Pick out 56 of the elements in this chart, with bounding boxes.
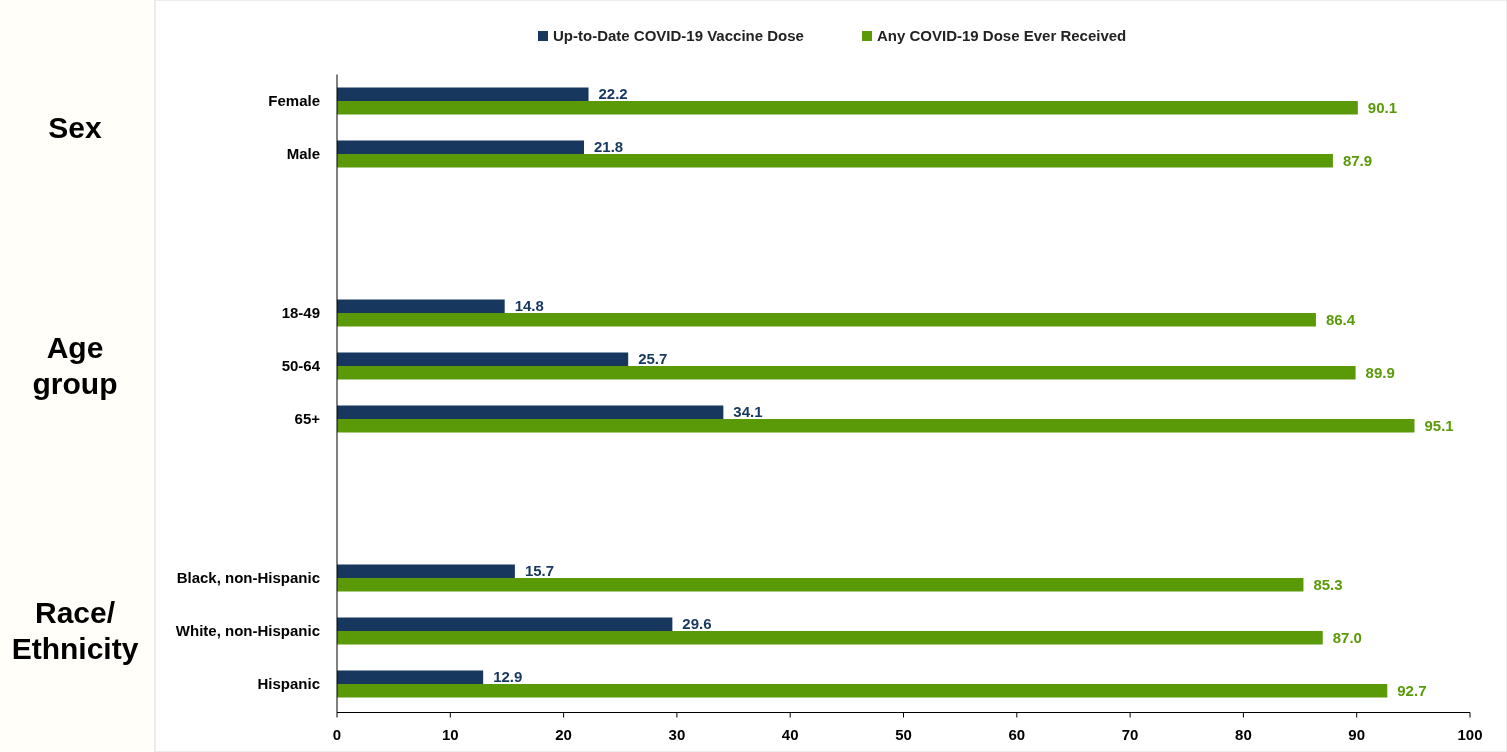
bar bbox=[337, 419, 1415, 433]
x-tick-label: 50 bbox=[895, 725, 912, 743]
legend-label: Any COVID-19 Dose Ever Received bbox=[877, 27, 1127, 44]
bar bbox=[337, 670, 484, 684]
data-label: 87.9 bbox=[1342, 151, 1373, 169]
x-tick-label: 80 bbox=[1235, 725, 1252, 743]
data-label: 87.0 bbox=[1332, 628, 1362, 646]
bar bbox=[337, 154, 1333, 168]
bar bbox=[337, 352, 629, 366]
x-tick-label: 30 bbox=[668, 725, 686, 743]
x-tick-label: 60 bbox=[1008, 725, 1026, 743]
data-label: 21.8 bbox=[593, 138, 624, 156]
bar bbox=[337, 101, 1358, 115]
y-tick-label: 65+ bbox=[294, 410, 321, 427]
y-tick-label: Black, non-Hispanic bbox=[176, 569, 320, 586]
x-tick-label: 100 bbox=[1457, 725, 1483, 743]
bar bbox=[337, 299, 505, 313]
x-tick-label: 20 bbox=[555, 725, 572, 743]
bar bbox=[337, 564, 515, 578]
y-tick-label: Hispanic bbox=[257, 675, 320, 692]
text: Sex bbox=[48, 110, 102, 144]
data-label: 12.9 bbox=[493, 668, 523, 686]
data-label: 25.7 bbox=[638, 350, 668, 368]
bar bbox=[337, 366, 1356, 380]
x-tick-label: 70 bbox=[1121, 725, 1139, 743]
bar bbox=[337, 578, 1304, 592]
x-tick-label: 0 bbox=[332, 725, 342, 743]
y-tick-label: White, non-Hispanic bbox=[175, 622, 320, 639]
x-tick-label: 10 bbox=[441, 725, 459, 743]
data-label: 15.7 bbox=[524, 562, 555, 580]
bar bbox=[337, 617, 673, 631]
data-label: 34.1 bbox=[733, 403, 763, 421]
x-tick-label: 90 bbox=[1348, 725, 1366, 743]
legend-label: Up-to-Date COVID-19 Vaccine Dose bbox=[553, 27, 804, 44]
x-tick-label: 40 bbox=[781, 725, 799, 743]
y-tick-label: 18-49 bbox=[281, 304, 320, 321]
bar bbox=[337, 140, 584, 154]
data-label: 90.1 bbox=[1367, 98, 1398, 116]
y-tick-label: 50-64 bbox=[281, 357, 321, 374]
data-label: 14.8 bbox=[514, 297, 544, 315]
text: Race/ Ethnicity bbox=[11, 596, 139, 665]
bar bbox=[337, 87, 589, 101]
bar bbox=[337, 631, 1323, 645]
data-label: 89.9 bbox=[1365, 363, 1395, 381]
data-label: 92.7 bbox=[1397, 681, 1427, 699]
y-tick-label: Male bbox=[286, 145, 320, 162]
data-label: 95.1 bbox=[1424, 416, 1454, 434]
data-label: 22.2 bbox=[598, 85, 628, 103]
bar bbox=[337, 684, 1388, 698]
data-label: 86.4 bbox=[1325, 310, 1356, 328]
data-label: 29.6 bbox=[682, 615, 712, 633]
bar bbox=[337, 405, 724, 419]
y-tick-label: Female bbox=[268, 92, 320, 109]
data-label: 85.3 bbox=[1313, 575, 1343, 593]
text: Age group bbox=[32, 331, 118, 400]
bar bbox=[337, 313, 1316, 327]
